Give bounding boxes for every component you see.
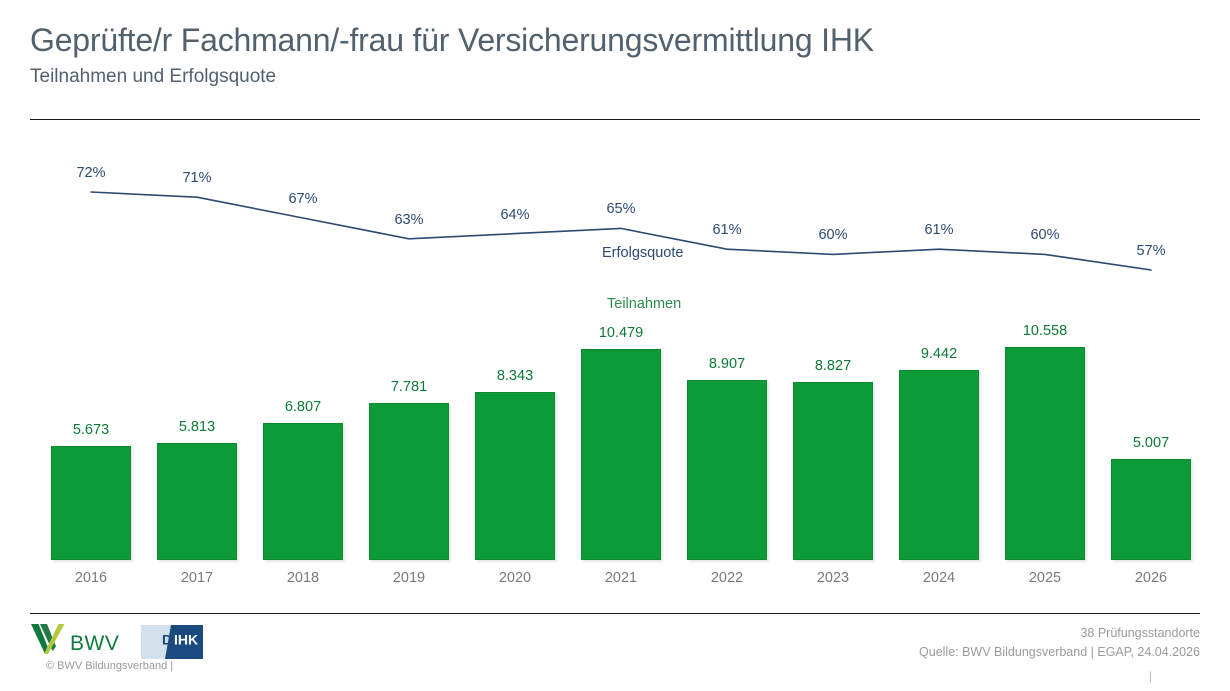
bar-2022 xyxy=(687,380,767,560)
x-tick-2025: 2025 xyxy=(1028,570,1062,586)
series-label-erfolgsquote: Erfolgsquote xyxy=(602,245,684,261)
bar-2016 xyxy=(51,446,131,560)
x-tick-2018: 2018 xyxy=(286,570,320,586)
pct-label-2025: 60% xyxy=(1030,227,1060,244)
logo-area: BWV IHK D xyxy=(30,623,204,664)
svg-text:IHK: IHK xyxy=(174,632,198,648)
dihk-logo-icon: IHK D xyxy=(141,625,204,659)
pct-label-2018: 67% xyxy=(288,191,318,207)
series-label-teilnahmen: Teilnahmen xyxy=(607,296,682,312)
x-tick-2026: 2026 xyxy=(1134,570,1168,586)
bar-2024 xyxy=(899,370,979,560)
x-tick-2021: 2021 xyxy=(604,570,638,586)
erfolgsquote-line xyxy=(90,191,1152,271)
pct-label-2020: 64% xyxy=(500,206,530,223)
pct-label-2019: 63% xyxy=(394,211,424,228)
pct-label-2016: 72% xyxy=(76,165,106,181)
bar-value-2020: 8.343 xyxy=(496,368,534,384)
bar-2026 xyxy=(1111,459,1191,560)
bar-2019 xyxy=(369,403,449,560)
svg-text:D: D xyxy=(162,632,172,648)
header-divider xyxy=(30,119,1200,120)
line-layer xyxy=(90,191,1152,271)
x-tick-2019: 2019 xyxy=(392,570,426,586)
pct-label-2017: 71% xyxy=(182,170,212,187)
chart-footer: BWV IHK D © BWV Bildungsverband | 38 Prü… xyxy=(0,613,1230,691)
x-tick-2016: 2016 xyxy=(74,570,108,586)
pruefungsstandorte-text: 38 Prüfungsstandorte xyxy=(1080,626,1200,640)
pct-label-2022: 61% xyxy=(712,222,742,239)
bar-value-2025: 10.558 xyxy=(1022,323,1068,339)
bar-value-2018: 6.807 xyxy=(284,399,322,415)
bar-2023 xyxy=(793,382,873,560)
bar-2020 xyxy=(475,392,555,560)
bar-value-2017: 5.813 xyxy=(178,419,216,435)
bar-value-2023: 8.827 xyxy=(814,358,852,374)
x-tick-2017: 2017 xyxy=(180,570,214,586)
x-tick-2020: 2020 xyxy=(498,570,532,586)
bar-value-2019: 7.781 xyxy=(390,379,428,395)
pct-label-2023: 60% xyxy=(818,227,848,244)
x-tick-2023: 2023 xyxy=(816,570,850,586)
bar-value-2024: 9.442 xyxy=(920,346,958,362)
bar-value-2021: 10.479 xyxy=(598,325,644,341)
pct-label-2021: 65% xyxy=(606,201,636,218)
x-tick-2022: 2022 xyxy=(710,570,744,586)
bwv-wordmark: BWV xyxy=(70,632,120,655)
bar-2018 xyxy=(263,423,343,560)
footer-divider xyxy=(30,613,1200,614)
chart-plot-area: Erfolgsquote Teilnahmen 5.673 72% 2016 5.81… xyxy=(51,165,1191,586)
bwv-checkmark-icon xyxy=(31,624,65,654)
bars-layer xyxy=(51,347,1191,560)
bar-value-2022: 8.907 xyxy=(708,356,746,372)
source-area: 38 Prüfungsstandorte Quelle: BWV Bildung… xyxy=(919,624,1200,663)
page-subtitle: Teilnahmen und Erfolgsquote xyxy=(30,65,277,87)
pct-label-2026: 57% xyxy=(1136,243,1166,259)
bwv-logo: BWV xyxy=(30,623,119,655)
bar-2017 xyxy=(157,443,237,560)
x-tick-2024: 2024 xyxy=(922,570,956,586)
dihk-logo: IHK D xyxy=(141,625,204,664)
page-marker: | xyxy=(1148,669,1152,683)
copyright-text: © BWV Bildungsverband | xyxy=(46,660,174,672)
chart-header: Geprüfte/r Fachmann/-frau für Versicheru… xyxy=(30,22,1200,89)
labels-layer: Erfolgsquote Teilnahmen 5.673 72% 2016 5.81… xyxy=(72,165,1170,586)
bar-value-2026: 5.007 xyxy=(1132,435,1170,451)
page-title: Geprüfte/r Fachmann/-frau für Versicheru… xyxy=(30,22,874,58)
quelle-text: Quelle: BWV Bildungsverband | EGAP, 24.0… xyxy=(919,645,1200,660)
pct-label-2024: 61% xyxy=(924,222,954,239)
bar-2021 xyxy=(581,349,661,560)
bar-2025 xyxy=(1005,347,1085,560)
bar-value-2016: 5.673 xyxy=(72,422,110,438)
